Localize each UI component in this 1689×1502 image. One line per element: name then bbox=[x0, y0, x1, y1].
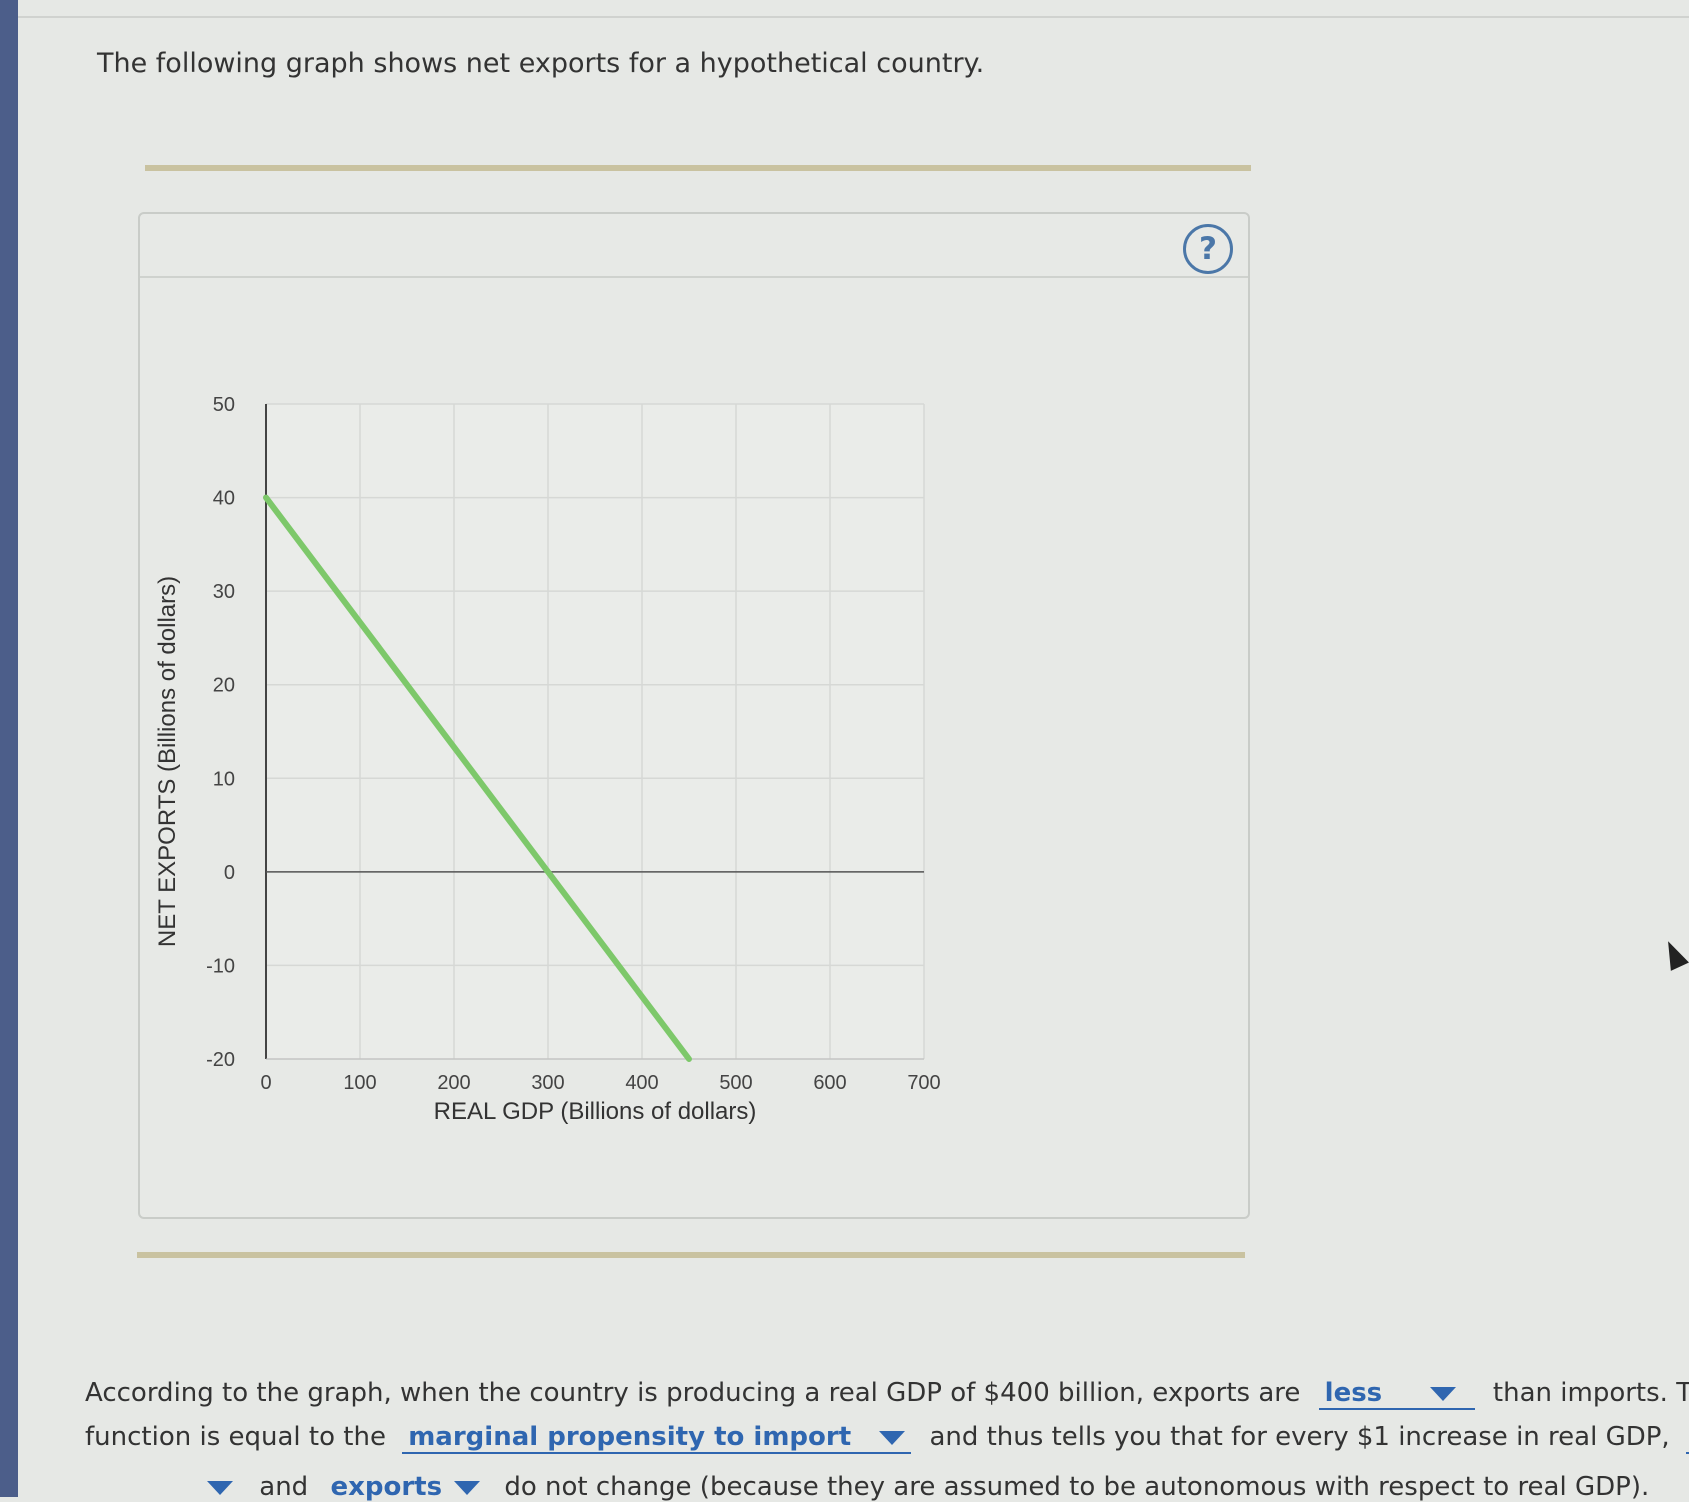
exports-change-value: exports bbox=[330, 1472, 443, 1502]
y-tick-label: 50 bbox=[213, 394, 235, 416]
x-tick-label: 300 bbox=[531, 1072, 564, 1094]
exports-comparison-dropdown[interactable]: less bbox=[1318, 1378, 1475, 1410]
y-tick-label: 30 bbox=[213, 581, 235, 603]
x-tick-label: 100 bbox=[343, 1072, 376, 1094]
x-tick-label: 400 bbox=[625, 1072, 658, 1094]
top-divider bbox=[18, 16, 1689, 18]
section-rule-bottom bbox=[137, 1252, 1245, 1258]
x-tick-label: 600 bbox=[813, 1072, 846, 1094]
y-tick-label: 20 bbox=[213, 675, 235, 697]
x-tick-label: 0 bbox=[260, 1072, 271, 1094]
y-tick-label: 10 bbox=[213, 768, 235, 790]
exports-change-dropdown[interactable]: exports bbox=[324, 1472, 486, 1502]
question-text-2a: function is equal to the bbox=[85, 1422, 386, 1452]
question-text-3b: do not change (because they are assumed … bbox=[504, 1472, 1650, 1502]
net-exports-line bbox=[263, 494, 692, 1062]
x-tick-label: 700 bbox=[907, 1072, 940, 1094]
question-text-1a: According to the graph, when the country… bbox=[85, 1378, 1301, 1408]
question-text-3a: and bbox=[259, 1472, 309, 1502]
chevron-down-icon bbox=[454, 1480, 481, 1495]
question-line-1: According to the graph, when the country… bbox=[85, 1378, 1689, 1410]
chevron-down-icon[interactable] bbox=[207, 1480, 233, 1495]
help-button[interactable]: ? bbox=[1183, 224, 1233, 274]
x-tick-label: 500 bbox=[719, 1072, 752, 1094]
imports-change-dropdown[interactable]: impo bbox=[1685, 1422, 1689, 1454]
y-tick-label: 40 bbox=[213, 488, 235, 510]
question-text-2b: and thus tells you that for every $1 inc… bbox=[929, 1422, 1670, 1452]
y-tick-label: -10 bbox=[206, 955, 235, 977]
question-line-2: function is equal to the marginal propen… bbox=[85, 1422, 1689, 1454]
panel-header-divider bbox=[140, 276, 1248, 278]
question-line-3: and exports do not change (because they … bbox=[85, 1472, 1649, 1502]
plot-area bbox=[266, 404, 924, 1059]
y-axis-title: NET EXPORTS (Billions of dollars) bbox=[154, 576, 181, 947]
mouse-cursor-icon bbox=[1659, 937, 1689, 971]
x-axis-title: REAL GDP (Billions of dollars) bbox=[434, 1098, 757, 1125]
y-tick-label: 0 bbox=[224, 862, 235, 884]
graph-panel: ? 50 40 30 20 10 0 -10 -20 0 100 200 300 400 500 600 70… bbox=[138, 212, 1250, 1219]
question-text-1b: than imports. The slo bbox=[1492, 1378, 1689, 1408]
exports-comparison-value: less bbox=[1324, 1378, 1383, 1408]
x-tick-label: 200 bbox=[437, 1072, 470, 1094]
slope-meaning-value: marginal propensity to import bbox=[408, 1422, 852, 1452]
chevron-down-icon bbox=[879, 1430, 906, 1445]
chevron-down-icon bbox=[1430, 1386, 1457, 1401]
slope-meaning-dropdown[interactable]: marginal propensity to import bbox=[402, 1422, 912, 1454]
section-rule-top bbox=[145, 165, 1251, 171]
left-edge-strip bbox=[0, 0, 18, 1497]
y-tick-label: -20 bbox=[206, 1049, 235, 1071]
intro-text: The following graph shows net exports fo… bbox=[97, 48, 985, 79]
